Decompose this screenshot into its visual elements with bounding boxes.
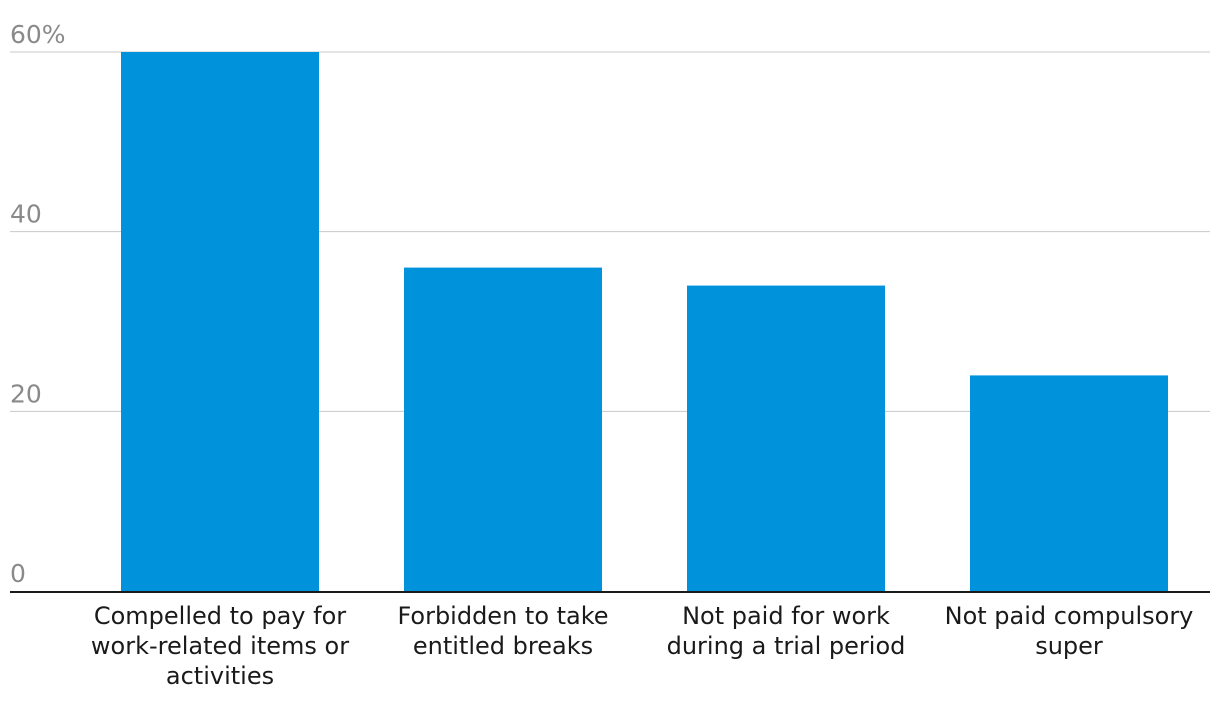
category-label-line: activities [166,662,274,690]
category-label-line: Not paid for work [682,602,890,630]
category-label-line: Not paid compulsory [945,602,1194,630]
category-label-2: Forbidden to take entitled breaks [397,602,608,660]
bar-3 [687,285,885,591]
bar-2 [404,267,602,591]
category-label-line: Forbidden to take [397,602,608,630]
y-tick-label-20: 20 [10,379,42,408]
y-tick-label-60: 60% [10,20,66,49]
y-tick-label-0: 0 [10,559,26,588]
bar-1 [121,52,319,591]
category-label-1: Compelled to pay for work-related items o… [91,602,349,690]
labels: 0 20 40 60% Compelled to pay for work-related… [10,20,1193,690]
y-tick-label-40: 40 [10,200,42,229]
category-label-3: Not paid for work during a trial period [667,602,906,660]
category-label-line: super [1035,632,1103,660]
bar-4 [970,375,1168,591]
bars [121,52,1168,591]
category-label-line: Compelled to pay for [94,602,346,630]
category-label-line: work-related items or [91,632,349,660]
category-label-line: entitled breaks [413,632,593,660]
category-label-4: Not paid compulsory super [945,602,1194,660]
category-label-line: during a trial period [667,632,906,660]
